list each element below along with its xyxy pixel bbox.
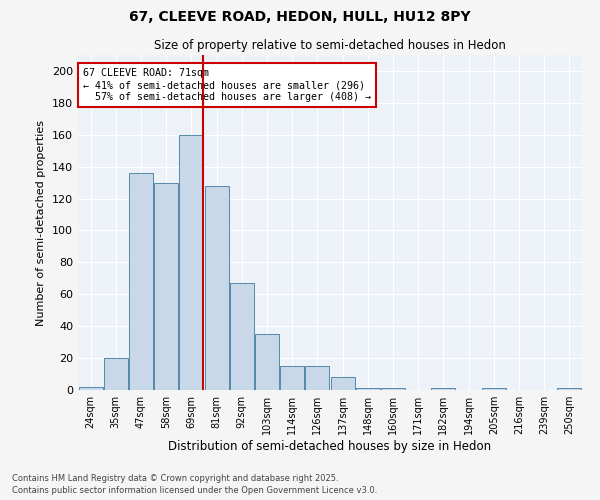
Text: 67, CLEEVE ROAD, HEDON, HULL, HU12 8PY: 67, CLEEVE ROAD, HEDON, HULL, HU12 8PY [129,10,471,24]
X-axis label: Distribution of semi-detached houses by size in Hedon: Distribution of semi-detached houses by … [169,440,491,453]
Bar [331,377,355,390]
Bar [431,388,455,390]
Bar [356,388,380,390]
Bar [129,173,153,390]
Text: 67 CLEEVE ROAD: 71sqm
← 41% of semi-detached houses are smaller (296)
  57% of s: 67 CLEEVE ROAD: 71sqm ← 41% of semi-deta… [83,68,371,102]
Bar [557,388,581,390]
Title: Size of property relative to semi-detached houses in Hedon: Size of property relative to semi-detach… [154,40,506,52]
Bar [154,182,178,390]
Text: Contains HM Land Registry data © Crown copyright and database right 2025.
Contai: Contains HM Land Registry data © Crown c… [12,474,377,495]
Bar [305,366,329,390]
Bar [205,186,229,390]
Bar [255,334,279,390]
Bar [79,387,103,390]
Bar [381,388,405,390]
Bar [104,358,128,390]
Y-axis label: Number of semi-detached properties: Number of semi-detached properties [37,120,46,326]
Bar [230,283,254,390]
Bar [179,135,203,390]
Bar [482,388,506,390]
Bar [280,366,304,390]
